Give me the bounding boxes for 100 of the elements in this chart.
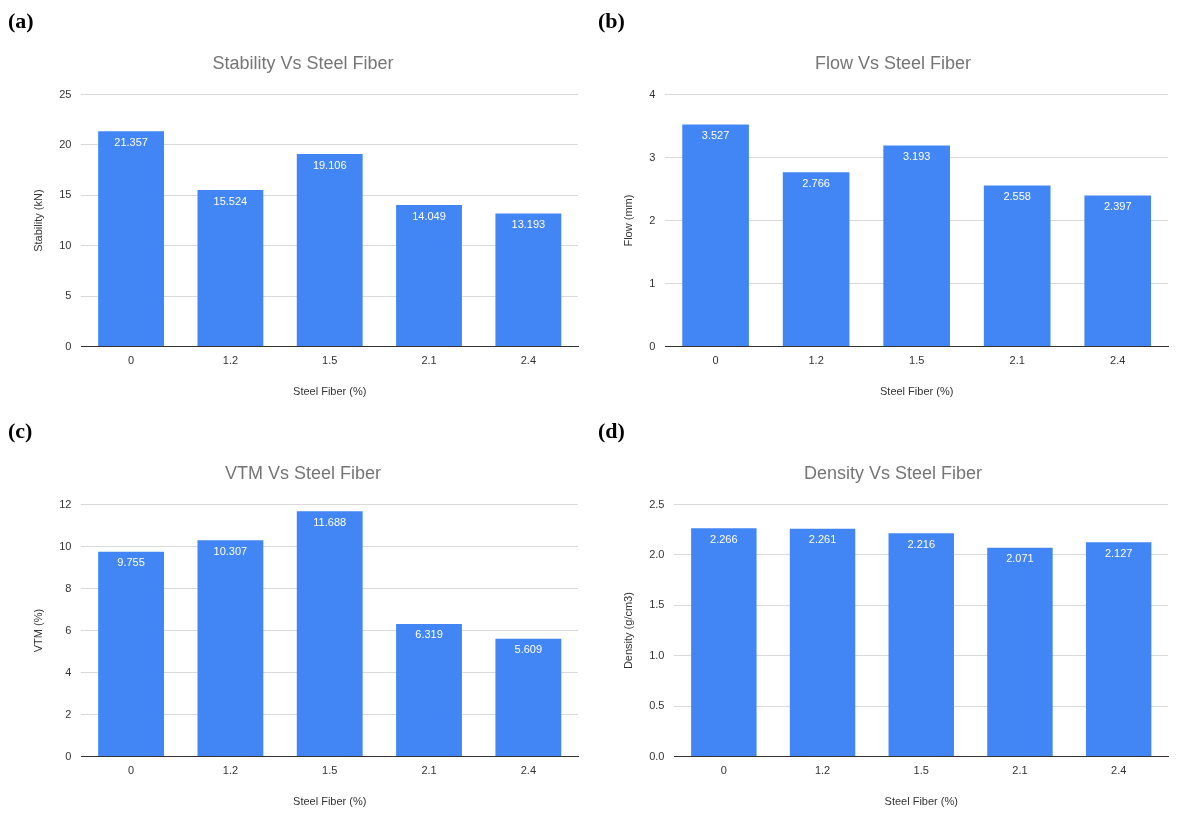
- bar: [691, 528, 757, 757]
- x-axis-title: Steel Fiber (%): [293, 795, 367, 808]
- y-tick-label: 0: [65, 339, 72, 352]
- x-axis-title: Steel Fiber (%): [884, 795, 958, 808]
- data-label: 19.106: [312, 158, 347, 171]
- data-label: 6.319: [415, 628, 443, 641]
- y-tick-label: 2.5: [649, 497, 665, 510]
- y-tick-label: 10: [59, 238, 72, 251]
- bar: [1084, 195, 1152, 347]
- bar: [782, 172, 850, 347]
- y-tick-label: 3: [649, 150, 656, 163]
- x-tick-label: 1.5: [913, 764, 929, 777]
- data-label: 5.609: [514, 643, 543, 656]
- data-label: 13.193: [511, 218, 546, 231]
- text: (b): [598, 8, 625, 34]
- data-label: 2.397: [1103, 200, 1132, 213]
- data-label: 2.071: [1006, 552, 1034, 565]
- x-tick-label: 0: [712, 354, 719, 367]
- y-axis-title: Stability (kN): [31, 189, 44, 252]
- x-tick-label: 2.1: [421, 764, 437, 777]
- x-axis-title: Steel Fiber (%): [879, 385, 954, 398]
- chart-title: Flow Vs Steel Fiber: [814, 52, 972, 73]
- bar: [396, 623, 462, 757]
- x-tick-label: 2.4: [1111, 764, 1127, 777]
- x-tick-label: 2.4: [520, 354, 536, 367]
- x-tick-label: 0: [128, 764, 135, 777]
- data-label: 9.755: [117, 556, 145, 569]
- bar: [495, 213, 562, 347]
- x-tick-label: 2.4: [520, 764, 536, 777]
- y-tick-label: 25: [59, 87, 72, 100]
- y-tick-label: 8: [65, 581, 72, 594]
- bar: [983, 185, 1051, 347]
- x-tick-label: 0: [720, 764, 727, 777]
- y-axis-title: VTM (%): [31, 608, 44, 653]
- y-tick-label: 2: [649, 213, 656, 226]
- y-tick-label: 12: [59, 497, 72, 510]
- data-label: 3.193: [902, 149, 931, 162]
- bar: [883, 145, 950, 347]
- chart-title: Stability Vs Steel Fiber: [212, 52, 394, 73]
- y-tick-label: 10: [59, 539, 72, 552]
- x-tick-label: 1.2: [222, 764, 239, 777]
- y-tick-label: 0.5: [649, 699, 665, 712]
- text: (a): [8, 8, 34, 34]
- data-label: 2.266: [710, 532, 738, 545]
- y-tick-label: 1: [649, 276, 656, 289]
- bar: [197, 540, 264, 757]
- y-tick-label: 0: [65, 749, 72, 762]
- bar: [396, 204, 462, 347]
- x-axis-title: Steel Fiber (%): [293, 385, 367, 398]
- x-tick-label: 1.5: [909, 354, 925, 367]
- y-tick-label: 2.0: [649, 548, 665, 561]
- data-label: 15.524: [213, 194, 248, 207]
- y-tick-label: 15: [59, 188, 72, 201]
- y-tick-label: 0: [649, 339, 656, 352]
- y-axis-title: Flow (mm): [621, 194, 634, 247]
- x-tick-label: 1.5: [322, 354, 338, 367]
- x-tick-label: 1.2: [222, 354, 239, 367]
- x-tick-label: 1.5: [322, 764, 338, 777]
- bar: [98, 131, 165, 347]
- y-tick-label: 20: [59, 138, 72, 151]
- y-axis-title: Density (g/cm3): [621, 592, 634, 670]
- data-label: 2.127: [1104, 546, 1133, 559]
- data-label: 3.527: [701, 128, 730, 141]
- bar: [888, 533, 954, 757]
- x-tick-label: 0: [128, 354, 135, 367]
- text: (c): [8, 418, 33, 444]
- x-tick-label: 2.1: [421, 354, 437, 367]
- x-tick-label: 1.2: [814, 764, 831, 777]
- y-tick-label: 4: [65, 665, 72, 678]
- text: (d): [598, 418, 625, 444]
- bar: [682, 124, 749, 347]
- y-tick-label: 4: [649, 87, 656, 100]
- bar: [789, 528, 856, 757]
- bar: [296, 154, 363, 347]
- y-tick-label: 6: [65, 623, 72, 636]
- bar: [98, 551, 165, 757]
- y-tick-label: 2: [65, 707, 72, 720]
- data-label: 21.357: [114, 135, 148, 148]
- y-tick-label: 5: [65, 289, 72, 302]
- bar: [1085, 542, 1152, 757]
- data-label: 2.216: [907, 537, 936, 550]
- bar: [495, 638, 562, 757]
- x-tick-label: 2.1: [1012, 764, 1028, 777]
- y-tick-label: 0.0: [649, 749, 665, 762]
- data-label: 2.558: [1003, 189, 1031, 202]
- bar: [197, 190, 264, 347]
- y-tick-label: 1.5: [649, 598, 665, 611]
- y-tick-label: 1.0: [649, 648, 665, 661]
- x-tick-label: 1.2: [808, 354, 824, 367]
- data-label: 14.049: [412, 209, 446, 222]
- data-label: 10.307: [213, 544, 248, 557]
- data-label: 2.766: [802, 176, 830, 189]
- bar: [987, 547, 1053, 757]
- chart-title: Density Vs Steel Fiber: [803, 462, 983, 483]
- bar: [296, 511, 363, 757]
- x-tick-label: 2.4: [1110, 354, 1126, 367]
- x-tick-label: 2.1: [1009, 354, 1025, 367]
- data-label: 2.261: [808, 533, 837, 546]
- data-label: 11.688: [313, 515, 347, 528]
- chart-title: VTM Vs Steel Fiber: [224, 462, 382, 483]
